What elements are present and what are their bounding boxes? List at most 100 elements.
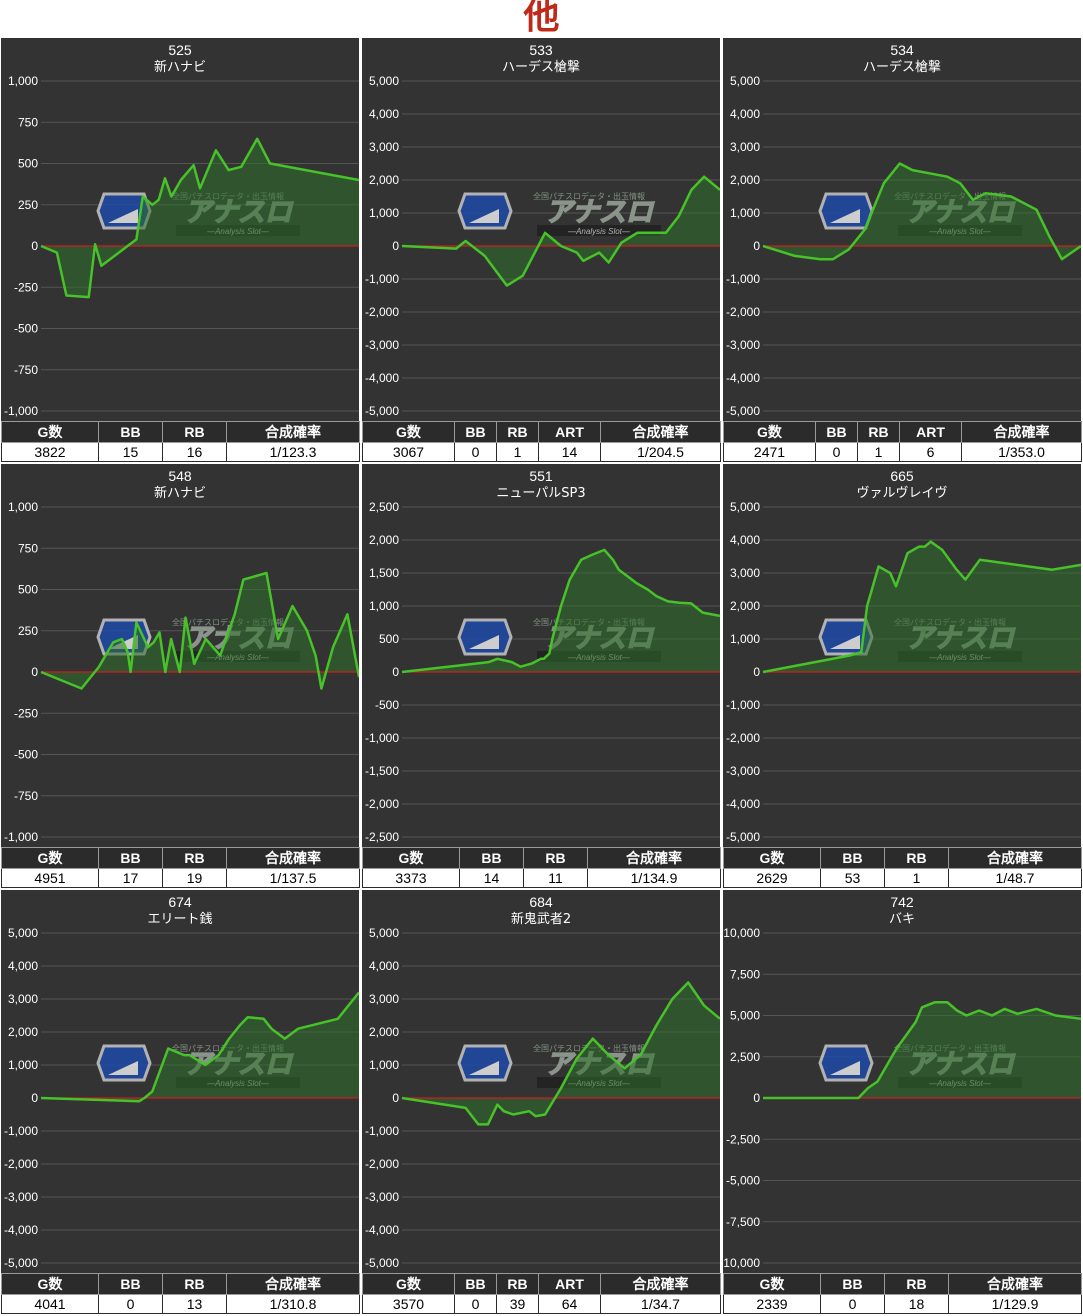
chart-panel-665: 5,000 4,000 3,000 2,000 1,000 0 -1,000 -2,000 -3… <box>723 464 1082 888</box>
y-tick-label: 4,000 <box>730 533 760 547</box>
y-tick-label: -3,000 <box>4 1190 38 1204</box>
machine-number: 548 <box>168 468 192 484</box>
stats-table: G数 BB RB ART 合成確率 3067 0 1 14 1/204.5 <box>362 421 721 462</box>
machine-number: 674 <box>168 894 192 910</box>
watermark-tagline: 全国パチスロデータ・出玉情報 <box>533 191 645 201</box>
y-tick-label: 7,500 <box>730 967 760 981</box>
stats-header: G数 <box>1 421 99 443</box>
y-tick-label: -5,000 <box>365 1256 399 1270</box>
stats-value: 13 <box>162 1294 227 1314</box>
stats-header: RB <box>884 1273 949 1295</box>
machine-name: バキ <box>889 912 915 927</box>
stats-header: G数 <box>1 1273 99 1295</box>
stats-table: G数 BB RB 合成確率 3822 15 16 1/123.3 <box>1 421 360 462</box>
machine-number: 534 <box>890 42 914 58</box>
stats-header: G数 <box>1 847 99 869</box>
watermark-subtext: —Analysis Slot— <box>567 227 631 236</box>
series-area <box>41 992 359 1102</box>
y-tick-label: -3,000 <box>365 338 399 352</box>
stats-value: 2629 <box>723 868 821 888</box>
y-tick-label: 1,000 <box>369 599 399 613</box>
y-tick-label: -5,000 <box>726 830 760 844</box>
series-area <box>763 163 1081 260</box>
series-line <box>763 1001 1081 1100</box>
stats-header: 合成確率 <box>226 847 360 869</box>
y-tick-label: 10,000 <box>723 926 760 940</box>
y-tick-label: -1,000 <box>726 698 760 712</box>
stats-header: ART <box>899 421 962 443</box>
y-tick-label: 3,000 <box>8 992 38 1006</box>
machine-name: ハーデス槍撃 <box>863 59 941 75</box>
y-tick-label: -750 <box>14 789 38 803</box>
stats-header: G数 <box>362 421 455 443</box>
y-tick-label: -5,000 <box>4 1256 38 1270</box>
y-tick-label: 2,000 <box>369 533 399 547</box>
stats-value: 3822 <box>1 442 99 462</box>
chart-svg: 10,000 7,500 5,000 2,500 0 -2,500 -5,000 -7,500… <box>723 890 1081 1273</box>
stats-value: 1/123.3 <box>226 442 360 462</box>
y-tick-label: -2,500 <box>365 830 399 844</box>
stats-header: ART <box>538 421 601 443</box>
y-tick-label: -2,000 <box>365 305 399 319</box>
machine-number: 533 <box>529 42 553 58</box>
machine-number: 665 <box>890 468 914 484</box>
y-tick-label: 500 <box>18 157 38 171</box>
watermark-tagline: 全国パチスロデータ・出玉情報 <box>172 617 284 627</box>
y-tick-label: -5,000 <box>365 404 399 418</box>
stats-header: 合成確率 <box>600 421 721 443</box>
y-tick-label: 0 <box>753 1091 760 1105</box>
stats-value: 1/310.8 <box>226 1294 360 1314</box>
y-tick-label: -1,000 <box>365 1124 399 1138</box>
stats-value: 1/129.9 <box>948 1294 1082 1314</box>
stats-value: 1/34.7 <box>600 1294 721 1314</box>
stats-header: G数 <box>362 1273 455 1295</box>
stats-header: RB <box>496 1273 539 1295</box>
y-tick-label: 3,000 <box>730 140 760 154</box>
y-tick-label: 0 <box>392 1091 399 1105</box>
y-tick-label: 3,000 <box>369 140 399 154</box>
series-line <box>401 175 720 287</box>
stats-header: RB <box>884 847 949 869</box>
y-tick-label: 1,000 <box>8 500 38 514</box>
stats-header: BB <box>98 421 163 443</box>
y-tick-label: 4,000 <box>730 107 760 121</box>
y-tick-label: -4,000 <box>4 1223 38 1237</box>
stats-value: 6 <box>899 442 962 462</box>
y-tick-label: 0 <box>31 665 38 679</box>
stats-header: BB <box>815 421 858 443</box>
stats-value: 0 <box>454 1294 497 1314</box>
stats-value: 17 <box>98 868 163 888</box>
stats-header: BB <box>98 1273 163 1295</box>
stats-value: 1 <box>496 442 539 462</box>
y-tick-label: 1,000 <box>369 1058 399 1072</box>
chart-panel-534: 5,000 4,000 3,000 2,000 1,000 0 -1,000 -2,000 -3… <box>723 38 1082 462</box>
y-tick-label: -4,000 <box>726 797 760 811</box>
stats-header: 合成確率 <box>226 1273 360 1295</box>
y-tick-label: 1,000 <box>369 206 399 220</box>
stats-header: 合成確率 <box>948 1273 1082 1295</box>
y-tick-label: -500 <box>14 748 38 762</box>
stats-table: G数 BB RB 合成確率 2339 0 18 1/129.9 <box>723 1273 1082 1314</box>
y-tick-label: 1,000 <box>730 206 760 220</box>
y-tick-label: 2,500 <box>369 500 399 514</box>
y-tick-label: 0 <box>392 239 399 253</box>
y-tick-label: -4,000 <box>365 1223 399 1237</box>
stats-header: G数 <box>723 1273 821 1295</box>
y-tick-label: -5,000 <box>726 404 760 418</box>
stats-value: 18 <box>884 1294 949 1314</box>
series-line <box>40 571 359 690</box>
y-tick-label: 1,500 <box>369 566 399 580</box>
stats-table: G数 BB RB 合成確率 3373 14 11 1/134.9 <box>362 847 721 888</box>
series-line <box>762 540 1081 674</box>
stats-table: G数 BB RB 合成確率 4041 0 13 1/310.8 <box>1 1273 360 1314</box>
y-tick-label: -1,000 <box>726 272 760 286</box>
stats-value: 0 <box>820 1294 885 1314</box>
stats-value: 3373 <box>362 868 460 888</box>
y-tick-label: 2,000 <box>8 1025 38 1039</box>
chart-svg: 2,500 2,000 1,500 1,000 500 0 -500 -1,000 -1,500… <box>362 464 720 847</box>
stats-header: RB <box>162 847 227 869</box>
series-line <box>40 991 359 1103</box>
series-area <box>402 982 720 1125</box>
stats-value: 1/137.5 <box>226 868 360 888</box>
y-tick-label: -750 <box>14 363 38 377</box>
